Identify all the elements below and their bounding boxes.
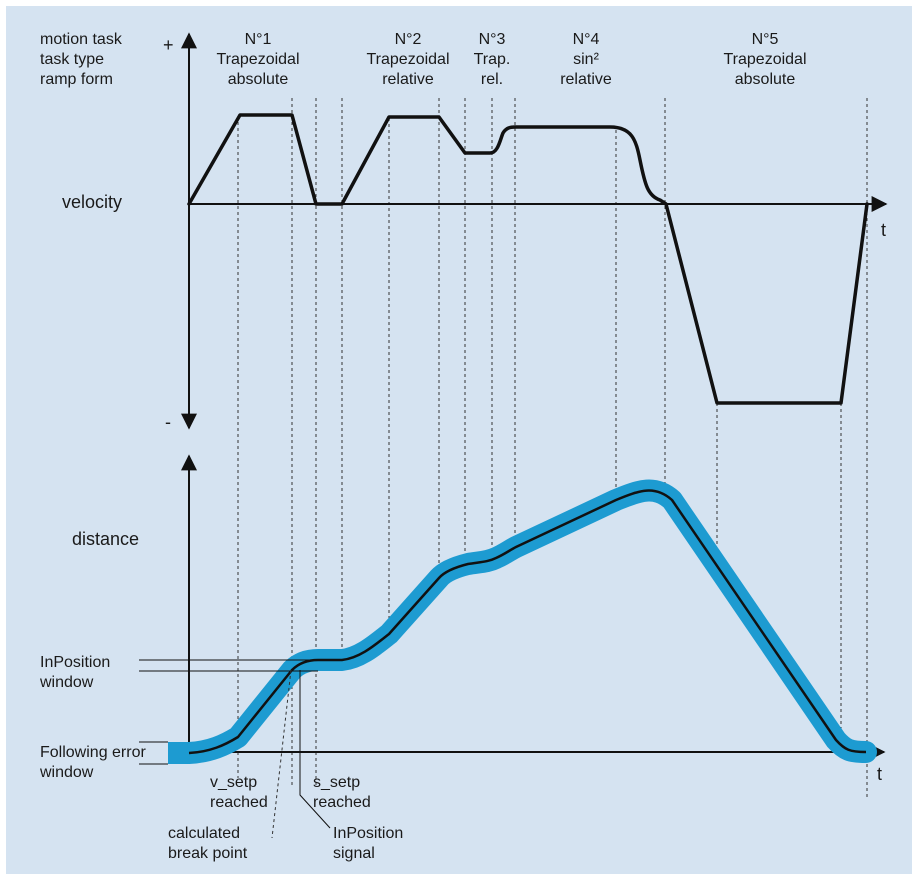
header-motion-task: motion task xyxy=(40,31,123,48)
task-type: sin² xyxy=(573,51,599,68)
break-point-pointer xyxy=(271,669,292,839)
task-mode: absolute xyxy=(735,71,796,88)
velocity-label: velocity xyxy=(62,192,122,212)
distance-label: distance xyxy=(72,529,139,549)
task-header-3: N°3 Trap. rel. xyxy=(474,31,511,88)
inposition-window-label-2: window xyxy=(39,674,94,691)
task-number: N°5 xyxy=(752,31,779,48)
task-number: N°1 xyxy=(245,31,272,48)
inposition-signal-label-2: signal xyxy=(333,845,375,862)
task-header-1: N°1 Trapezoidal absolute xyxy=(216,31,299,88)
task-header-5: N°5 Trapezoidal absolute xyxy=(723,31,806,88)
v-setp-label-2: reached xyxy=(210,794,268,811)
velocity-profile xyxy=(187,113,869,405)
inposition-signal-pointer xyxy=(299,670,331,829)
following-error-band xyxy=(178,479,877,764)
task-number: N°3 xyxy=(479,31,506,48)
velocity-t-label: t xyxy=(881,220,886,240)
task-mode: relative xyxy=(560,71,612,88)
inposition-window-label-1: InPosition xyxy=(40,654,110,671)
s-setp-label-2: reached xyxy=(313,794,371,811)
distance-curve xyxy=(188,489,867,755)
task-mode: relative xyxy=(382,71,434,88)
break-point-label-1: calculated xyxy=(168,825,240,842)
header-task-type: task type xyxy=(40,51,104,68)
s-setp-label-1: s_setp xyxy=(313,774,360,791)
task-mode: absolute xyxy=(228,71,289,88)
task-header-2: N°2 Trapezoidal relative xyxy=(366,31,449,88)
v-setp-label-1: v_setp xyxy=(210,774,257,791)
task-type: Trapezoidal xyxy=(366,51,449,68)
diagram-background xyxy=(6,6,912,874)
break-point-label-2: break point xyxy=(168,845,248,862)
following-error-window-label-1: Following error xyxy=(40,744,146,761)
axis-plus-sign: + xyxy=(163,35,174,55)
task-header-4: N°4 sin² relative xyxy=(560,31,612,88)
task-type: Trapezoidal xyxy=(216,51,299,68)
task-mode: rel. xyxy=(481,71,503,88)
following-error-window-label-2: window xyxy=(39,764,94,781)
task-type: Trapezoidal xyxy=(723,51,806,68)
axis-minus-sign: - xyxy=(165,412,171,432)
task-type: Trap. xyxy=(474,51,511,68)
task-number: N°4 xyxy=(573,31,600,48)
inposition-signal-label-1: InPosition xyxy=(333,825,403,842)
task-number: N°2 xyxy=(395,31,422,48)
header-ramp-form: ramp form xyxy=(40,71,113,88)
distance-t-label: t xyxy=(877,764,882,784)
